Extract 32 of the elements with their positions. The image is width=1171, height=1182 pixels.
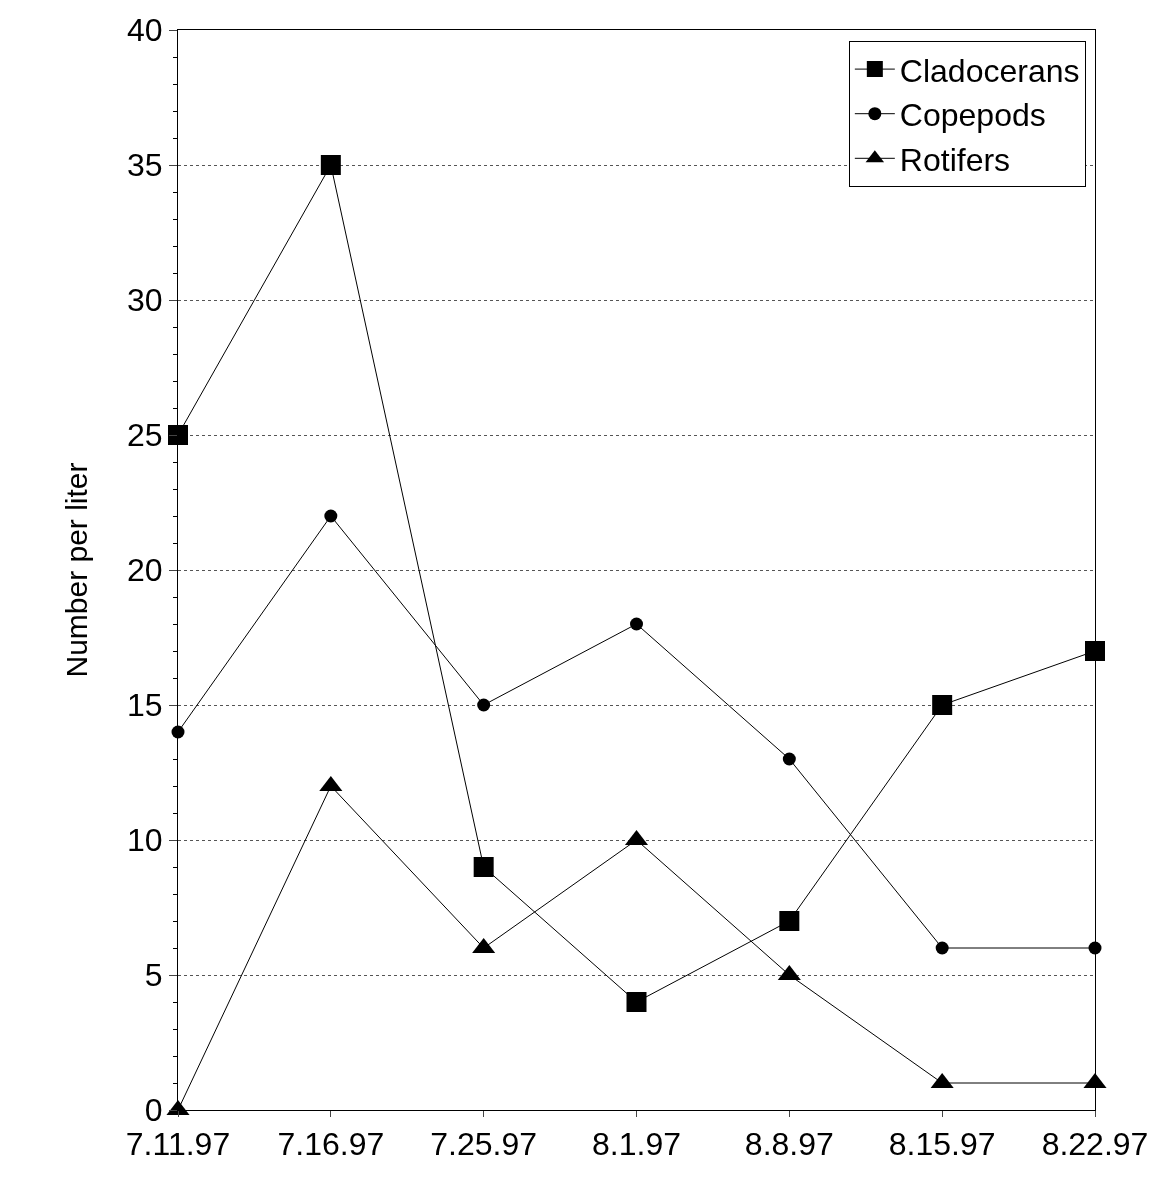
- y-tick-label: 25: [127, 417, 163, 454]
- point: [1085, 641, 1105, 661]
- point: [626, 992, 647, 1012]
- point: [782, 752, 796, 766]
- y-tick-label: 0: [144, 1092, 163, 1129]
- y-axis-title: Number per liter: [60, 462, 94, 678]
- y-tick-label: 35: [127, 147, 163, 184]
- point: [477, 698, 491, 712]
- y-tick-label: 15: [127, 687, 163, 724]
- point: [935, 941, 949, 955]
- point: [630, 617, 643, 631]
- x-tick-label: 8.8.97: [744, 1126, 834, 1163]
- y-tick-label: 40: [127, 12, 163, 49]
- legend-label: Rotifers: [899, 141, 1011, 178]
- x-tick-label: 8.1.97: [592, 1126, 681, 1163]
- y-tick-label: 5: [144, 957, 163, 994]
- x-tick-label: 8.15.97: [888, 1126, 996, 1163]
- legend-label: Copepods: [899, 97, 1046, 134]
- y-tick-label: 20: [127, 552, 163, 589]
- x-tick-label: 8.22.97: [1041, 1126, 1149, 1163]
- point: [320, 155, 341, 175]
- x-tick-label: 7.11.97: [125, 1126, 231, 1163]
- point: [168, 425, 188, 445]
- point: [779, 911, 800, 931]
- y-tick-label: 10: [127, 822, 163, 859]
- point: [324, 509, 338, 523]
- legend-label: Cladocerans: [899, 52, 1080, 89]
- y-tick-label: 30: [127, 282, 163, 319]
- x-tick-label: 7.16.97: [277, 1126, 385, 1163]
- point: [932, 695, 953, 715]
- point: [473, 857, 494, 877]
- x-tick-label: 7.25.97: [430, 1126, 538, 1163]
